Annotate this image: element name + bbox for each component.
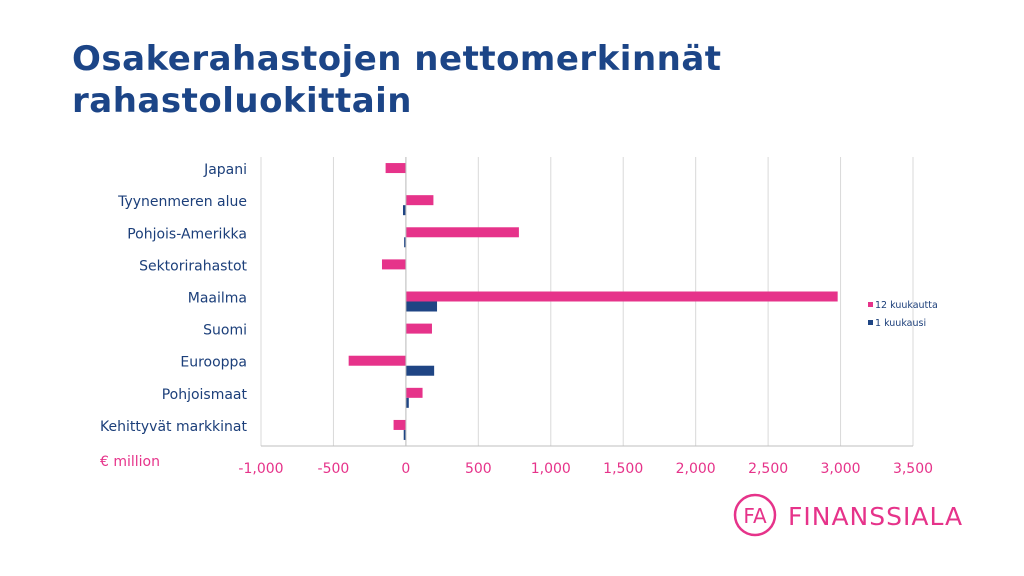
category-label: Sektorirahastot <box>139 258 247 274</box>
title-line-2: rahastoluokittain <box>72 81 412 121</box>
x-tick-label: 1,000 <box>531 461 571 477</box>
x-tick-label: 0 <box>401 461 410 477</box>
axes <box>261 157 913 447</box>
legend-swatch <box>868 302 873 307</box>
title-line-1: Osakerahastojen nettomerkinnät <box>72 39 722 79</box>
tick-labels: -1,000 -500 0 500 1,000 1,500 2,000 2,500 3,000 3… <box>238 461 933 477</box>
x-tick-label: -1,000 <box>238 461 283 477</box>
page-title: Osakerahastojen nettomerkinnät rahastolu… <box>72 38 972 122</box>
x-tick-label: -500 <box>318 461 350 477</box>
x-tick-label: 2,000 <box>676 461 716 477</box>
category-label: Pohjoismaat <box>162 387 248 403</box>
bars <box>348 163 838 440</box>
logo-circle <box>733 493 777 537</box>
x-tick-label: 3,500 <box>893 461 933 477</box>
bar-1-month <box>405 365 435 376</box>
category-label: Japani <box>203 162 247 178</box>
bar-12-months <box>405 387 423 398</box>
legend-swatch <box>868 320 873 325</box>
bar-1-month <box>405 397 409 408</box>
bar-1-month <box>402 205 406 216</box>
legend-label: 12 kuukautta <box>875 300 938 311</box>
bar-1-month <box>404 237 406 248</box>
finanssiala-logo: FA FINANSSIALA <box>733 493 963 537</box>
bar-12-months <box>393 419 406 430</box>
bar-12-months <box>381 259 406 270</box>
x-tick-label: 500 <box>465 461 492 477</box>
bar-12-months <box>405 323 432 334</box>
bar-12-months <box>405 195 434 206</box>
unit-label: € million <box>100 454 160 470</box>
bar-12-months <box>405 291 838 302</box>
category-label: Eurooppa <box>180 355 247 371</box>
bar-12-months <box>405 227 519 238</box>
bar-12-months <box>385 163 406 174</box>
bar-12-months <box>348 355 406 366</box>
bar-1-month <box>403 429 406 440</box>
category-label: Suomi <box>203 323 247 339</box>
legend-label: 1 kuukausi <box>875 318 926 329</box>
category-label: Tyynenmeren alue <box>117 194 247 210</box>
logo-mark: FA <box>743 504 767 528</box>
x-tick-label: 1,500 <box>603 461 643 477</box>
category-label: Maailma <box>188 291 247 307</box>
x-tick-label: 2,500 <box>748 461 788 477</box>
legend: 12 kuukautta 1 kuukausi <box>868 300 938 329</box>
category-labels: Japani Tyynenmeren alue Pohjois-Amerikka Se… <box>100 162 247 435</box>
logo-text: FINANSSIALA <box>788 502 963 531</box>
category-label: Kehittyvät markkinat <box>100 419 247 435</box>
bar-1-month <box>405 301 438 312</box>
x-tick-label: 3,000 <box>821 461 861 477</box>
category-label: Pohjois-Amerikka <box>127 226 247 242</box>
